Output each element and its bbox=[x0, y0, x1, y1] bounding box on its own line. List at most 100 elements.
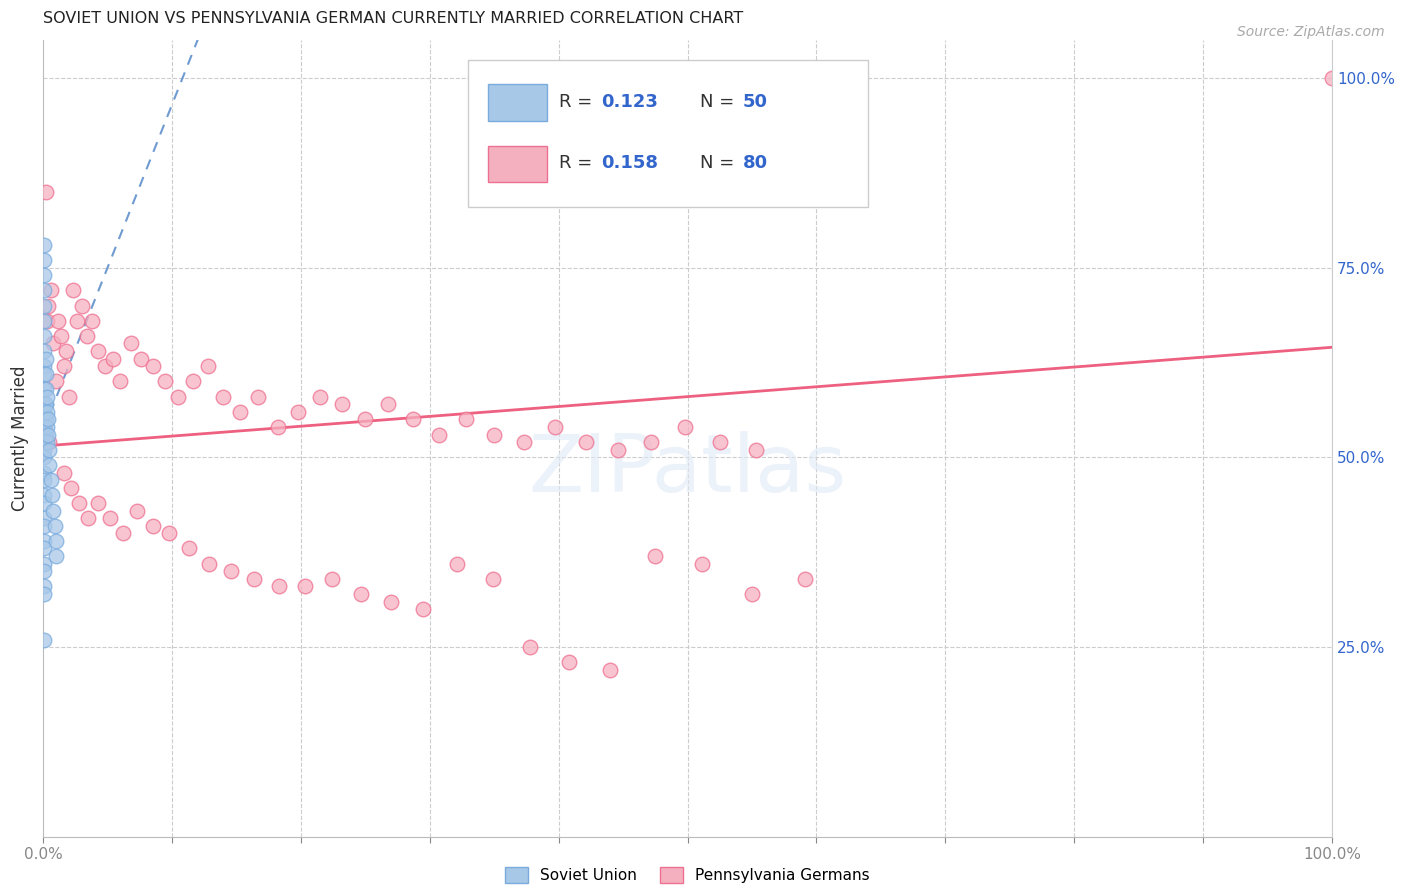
Point bbox=[101, 351, 124, 366]
Point bbox=[94, 359, 117, 374]
Point bbox=[39, 283, 62, 297]
Point bbox=[34, 427, 56, 442]
Point bbox=[34, 496, 56, 510]
Point bbox=[34, 427, 56, 442]
Point bbox=[1320, 70, 1343, 85]
Point bbox=[87, 344, 110, 359]
Point bbox=[34, 344, 56, 359]
Point bbox=[34, 382, 56, 396]
Point bbox=[34, 488, 56, 502]
Point bbox=[34, 579, 56, 593]
Point bbox=[793, 572, 815, 586]
Point bbox=[34, 351, 56, 366]
Point bbox=[482, 427, 505, 442]
Point bbox=[155, 375, 177, 389]
Point bbox=[87, 496, 110, 510]
Point bbox=[219, 564, 242, 578]
Point bbox=[98, 511, 121, 525]
FancyBboxPatch shape bbox=[488, 85, 547, 121]
Point bbox=[111, 526, 134, 541]
Text: Source: ZipAtlas.com: Source: ZipAtlas.com bbox=[1237, 25, 1385, 39]
Point bbox=[167, 390, 190, 404]
Point bbox=[377, 397, 399, 411]
Point bbox=[157, 526, 180, 541]
Point bbox=[67, 496, 90, 510]
Point bbox=[34, 564, 56, 578]
Point bbox=[34, 420, 56, 434]
Text: N =: N = bbox=[700, 93, 741, 111]
Point bbox=[76, 329, 98, 343]
Point bbox=[558, 656, 581, 670]
Point bbox=[55, 344, 77, 359]
Point bbox=[35, 390, 58, 404]
Point bbox=[34, 382, 56, 396]
Point bbox=[49, 329, 72, 343]
Point bbox=[34, 557, 56, 571]
Point bbox=[243, 572, 266, 586]
Point bbox=[380, 594, 402, 608]
Point bbox=[644, 549, 666, 563]
Point bbox=[741, 587, 763, 601]
Point bbox=[34, 473, 56, 487]
Point bbox=[34, 632, 56, 647]
Point bbox=[34, 405, 56, 419]
Point bbox=[35, 314, 58, 328]
Point bbox=[34, 511, 56, 525]
Point bbox=[247, 390, 270, 404]
Point bbox=[34, 299, 56, 313]
Point bbox=[599, 663, 621, 677]
Point bbox=[354, 412, 377, 426]
Text: 0.123: 0.123 bbox=[602, 93, 658, 111]
Point bbox=[45, 533, 67, 548]
Point bbox=[34, 450, 56, 465]
Point bbox=[34, 420, 56, 434]
Point bbox=[62, 283, 84, 297]
Point bbox=[709, 435, 731, 450]
Point bbox=[34, 185, 56, 199]
Point bbox=[267, 579, 290, 593]
Point bbox=[129, 351, 152, 366]
Point bbox=[34, 397, 56, 411]
Point bbox=[482, 572, 505, 586]
Point bbox=[35, 405, 58, 419]
Point bbox=[120, 336, 142, 351]
Point bbox=[350, 587, 373, 601]
Point bbox=[294, 579, 316, 593]
Point bbox=[42, 503, 65, 517]
Point bbox=[45, 549, 67, 563]
Point bbox=[34, 237, 56, 252]
Point bbox=[673, 420, 696, 434]
Text: R =: R = bbox=[558, 154, 598, 172]
Point bbox=[38, 458, 60, 472]
Point bbox=[513, 435, 536, 450]
FancyBboxPatch shape bbox=[488, 145, 547, 183]
Point bbox=[44, 518, 66, 533]
Point bbox=[34, 314, 56, 328]
Point bbox=[60, 481, 83, 495]
Point bbox=[446, 557, 468, 571]
Point bbox=[34, 252, 56, 267]
Text: 50: 50 bbox=[742, 93, 768, 111]
Point bbox=[48, 314, 70, 328]
Point bbox=[58, 390, 80, 404]
Point bbox=[519, 640, 541, 655]
Point bbox=[266, 420, 288, 434]
Point bbox=[34, 283, 56, 297]
Point bbox=[52, 359, 75, 374]
Point bbox=[34, 359, 56, 374]
Point bbox=[37, 427, 59, 442]
Text: N =: N = bbox=[700, 154, 741, 172]
Point bbox=[198, 557, 221, 571]
Point bbox=[110, 375, 132, 389]
Point bbox=[34, 533, 56, 548]
Text: R =: R = bbox=[558, 93, 598, 111]
Point bbox=[80, 314, 103, 328]
Point bbox=[34, 329, 56, 343]
Point bbox=[38, 435, 60, 450]
Point bbox=[454, 412, 477, 426]
Point bbox=[34, 397, 56, 411]
Point bbox=[690, 557, 713, 571]
Point bbox=[640, 435, 662, 450]
Point bbox=[177, 541, 200, 556]
Point bbox=[42, 336, 65, 351]
